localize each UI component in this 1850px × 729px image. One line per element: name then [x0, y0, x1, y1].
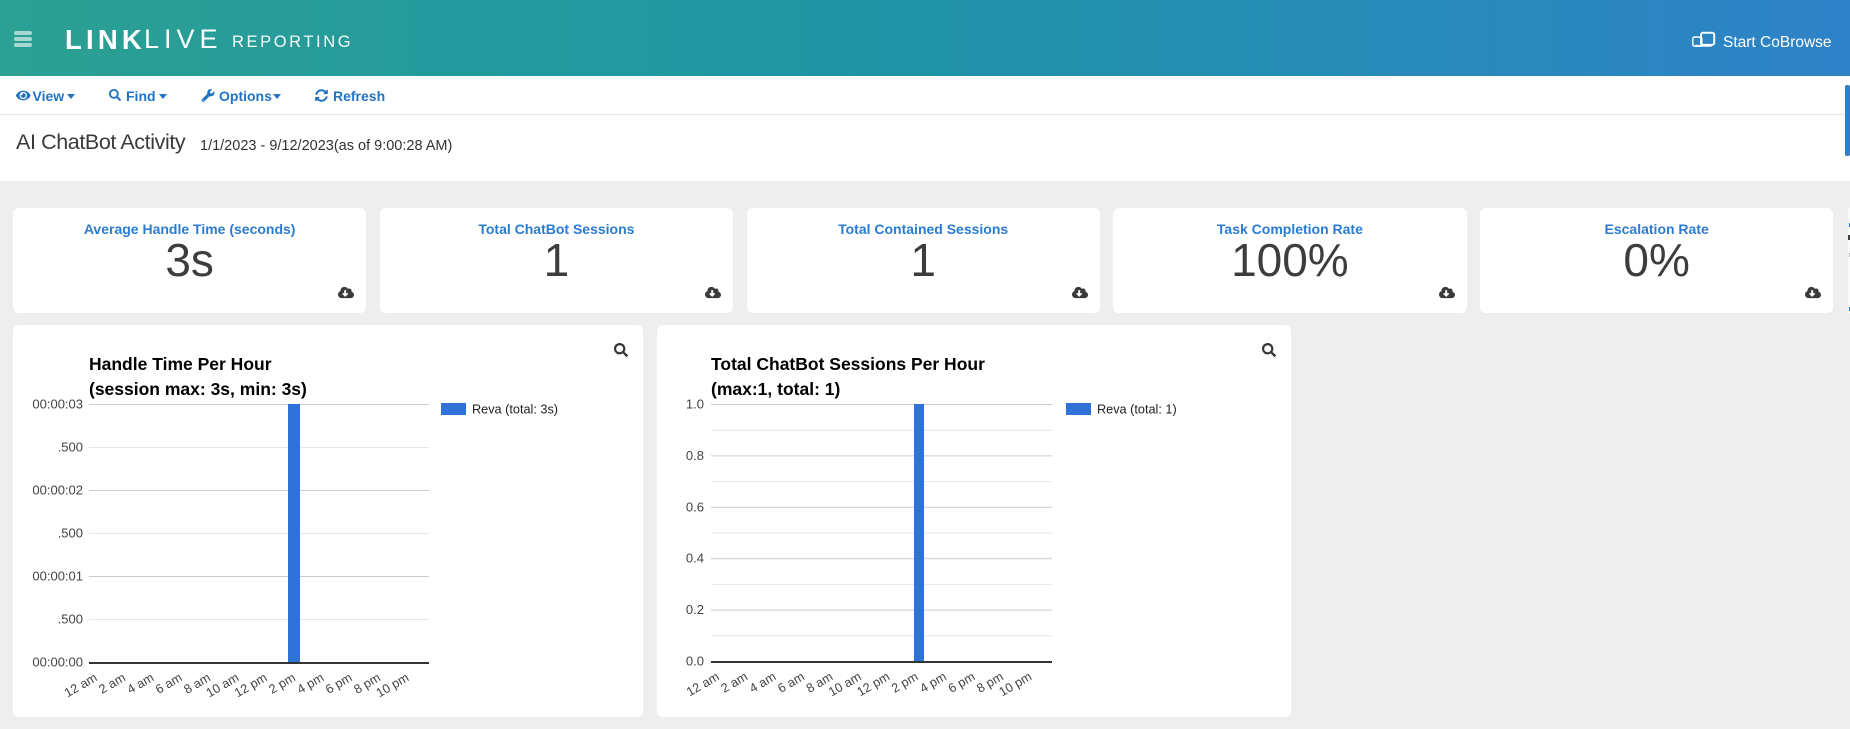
svg-text:4 pm: 4 pm — [917, 669, 948, 695]
svg-text:6 am: 6 am — [775, 669, 806, 695]
svg-text:12 am: 12 am — [62, 670, 100, 700]
svg-text:.500: .500 — [58, 440, 83, 455]
svg-text:0.8: 0.8 — [686, 448, 704, 463]
svg-text:6 pm: 6 pm — [946, 669, 977, 695]
svg-text:10 pm: 10 pm — [997, 669, 1035, 699]
svg-text:0.4: 0.4 — [686, 551, 704, 566]
svg-text:2 am: 2 am — [96, 670, 127, 696]
svg-text:2 pm: 2 pm — [266, 670, 297, 696]
svg-text:10 pm: 10 pm — [374, 670, 412, 700]
svg-text:2 am: 2 am — [719, 669, 750, 695]
svg-text:Reva (total: 3s): Reva (total: 3s) — [472, 403, 558, 417]
svg-text:0.2: 0.2 — [686, 602, 704, 617]
svg-text:00:00:03: 00:00:03 — [32, 397, 83, 412]
svg-text:.500: .500 — [58, 526, 83, 541]
svg-text:Reva (total: 1): Reva (total: 1) — [1097, 403, 1177, 417]
svg-text:12 pm: 12 pm — [855, 669, 893, 699]
svg-text:6 pm: 6 pm — [323, 670, 354, 696]
svg-text:12 am: 12 am — [684, 669, 722, 699]
svg-text:00:00:02: 00:00:02 — [32, 483, 83, 498]
svg-text:2 pm: 2 pm — [889, 669, 920, 695]
svg-text:4 am: 4 am — [125, 670, 156, 696]
svg-text:12 pm: 12 pm — [232, 670, 270, 700]
svg-text:4 pm: 4 pm — [295, 670, 326, 696]
svg-text:00:00:00: 00:00:00 — [32, 655, 83, 670]
svg-text:.500: .500 — [58, 612, 83, 627]
svg-text:6 am: 6 am — [153, 670, 184, 696]
svg-text:1.0: 1.0 — [686, 397, 704, 412]
svg-text:0.0: 0.0 — [686, 654, 704, 669]
svg-text:4 am: 4 am — [747, 669, 778, 695]
svg-text:00:00:01: 00:00:01 — [32, 569, 83, 584]
svg-text:0.6: 0.6 — [686, 499, 704, 514]
